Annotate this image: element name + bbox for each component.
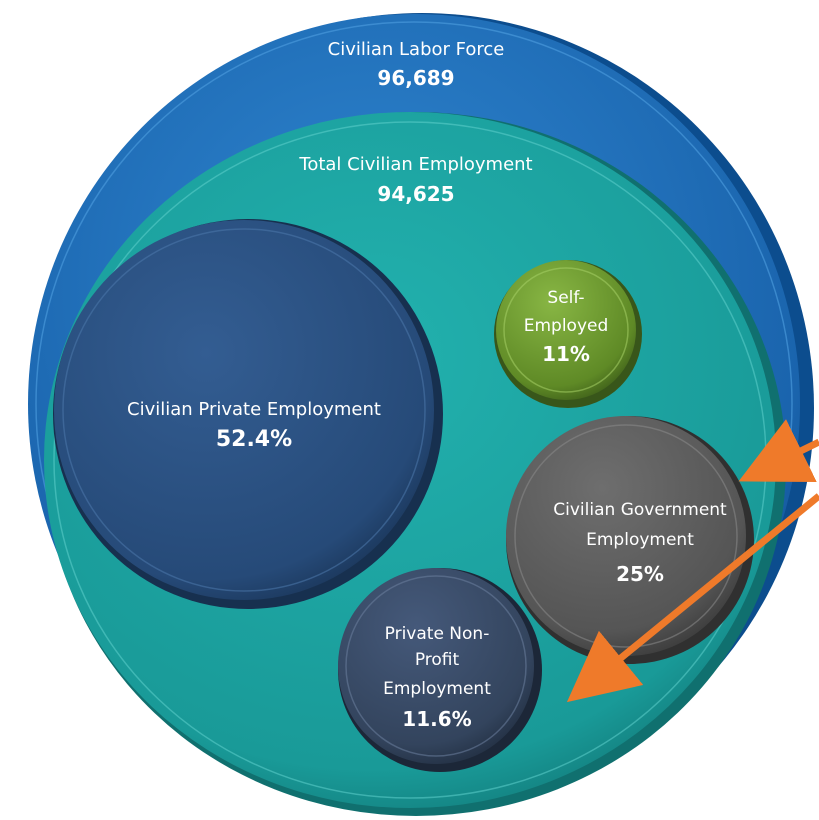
nonprofit-label-line3: Employment [383, 679, 491, 699]
annotation-arrows [566, 419, 819, 703]
private-employment-value: 52.4% [216, 427, 292, 452]
total-employment-label: Total Civilian Employment [298, 154, 532, 175]
nonprofit-label-line1: Private Non- [385, 624, 490, 644]
labor-force-label: Civilian Labor Force [328, 39, 505, 60]
private-employment-bubble [53, 219, 443, 609]
government-label-line1: Civilian Government [553, 500, 727, 520]
self-employed-label-line2: Employed [524, 316, 609, 336]
arrow-to-nonprofit [566, 493, 819, 703]
private-employment-label: Civilian Private Employment [127, 399, 381, 420]
nonprofit-employment-bubble [338, 568, 542, 772]
labor-force-value: 96,689 [377, 66, 454, 90]
total-employment-value: 94,625 [377, 182, 454, 206]
government-value: 25% [616, 562, 664, 586]
arrow-to-government [738, 419, 819, 483]
self-employed-label-line1: Self- [547, 288, 584, 308]
self-employed-bubble [494, 260, 642, 408]
self-employed-value: 11% [542, 342, 590, 366]
nonprofit-value: 11.6% [402, 707, 471, 731]
government-label-line2: Employment [586, 530, 694, 550]
nonprofit-label-line2: Profit [415, 650, 460, 670]
